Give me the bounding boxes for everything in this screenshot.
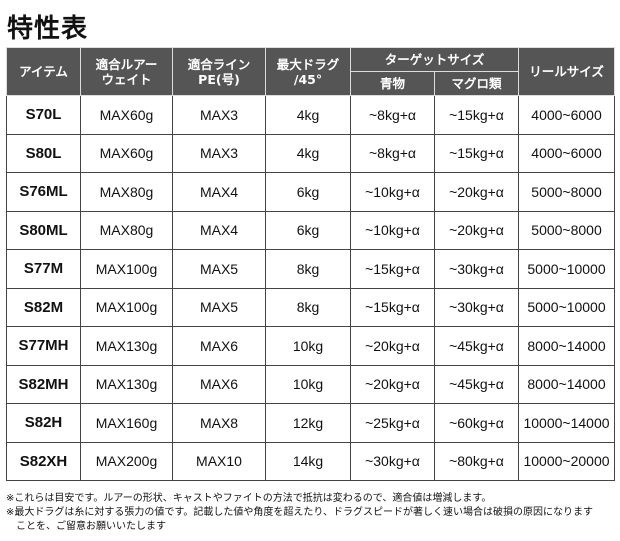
table-row: S80L MAX60g MAX3 4kg ~8kg+α ~15kg+α 4000~6000 — [6, 133, 616, 173]
table-cell: MAX60g — [80, 133, 173, 173]
page-title: 特性表 — [7, 14, 89, 44]
table-cell: MAX3 — [172, 133, 266, 173]
table-cell: S82M — [6, 287, 81, 327]
table-cell: MAX6 — [172, 364, 266, 404]
table-cell: ~45kg+α — [433, 326, 520, 366]
table-cell: 10kg — [265, 364, 351, 404]
table-cell: MAX80g — [80, 210, 173, 250]
table-cell: 8000~14000 — [518, 326, 616, 366]
table-cell: 5000~10000 — [518, 249, 616, 289]
table-cell: 8kg — [265, 287, 351, 327]
table-cell: ~15kg+α — [350, 287, 435, 327]
table-row: S76ML MAX80g MAX4 6kg ~10kg+α ~20kg+α 5000~800… — [6, 172, 616, 212]
table-cell: MAX160g — [80, 403, 173, 443]
table-row: S82H MAX160g MAX8 12kg ~25kg+α ~60kg+α 10000~1… — [6, 403, 616, 443]
table-cell: ~10kg+α — [350, 172, 435, 212]
table-cell: ~20kg+α — [350, 364, 435, 404]
note-2: ※最大ドラグは糸に対する張力の値です。記載した値や角度を超えたり、ドラグスピード… — [6, 507, 593, 518]
header-reel-size: リールサイズ — [518, 47, 616, 96]
table-cell: MAX10 — [172, 441, 266, 481]
table-cell: MAX80g — [80, 172, 173, 212]
header-aomono: 青物 — [350, 71, 435, 96]
table-cell: ~80kg+α — [433, 441, 520, 481]
table-cell: MAX5 — [172, 249, 266, 289]
table-cell: MAX4 — [172, 210, 266, 250]
table-cell: ~60kg+α — [433, 403, 520, 443]
table-cell: S80ML — [6, 210, 81, 250]
table-cell: ~30kg+α — [433, 249, 520, 289]
header-maguro: マグロ類 — [433, 71, 520, 96]
table-cell: S82XH — [6, 441, 81, 481]
table-cell: 10kg — [265, 326, 351, 366]
header-drag: 最大ドラグ/45° — [265, 47, 351, 96]
table-cell: ~25kg+α — [350, 403, 435, 443]
table-row: S80ML MAX80g MAX4 6kg ~10kg+α ~20kg+α 5000~800… — [6, 210, 616, 250]
table-cell: MAX100g — [80, 287, 173, 327]
table-cell: S80L — [6, 133, 81, 173]
table-cell: MAX6 — [172, 326, 266, 366]
table-cell: ~8kg+α — [350, 95, 435, 135]
header-item: アイテム — [6, 47, 81, 96]
table-cell: MAX100g — [80, 249, 173, 289]
table-cell: 5000~10000 — [518, 287, 616, 327]
spec-table: アイテム 適合ルアー ウェイト 適合ライン PE(号) 最大ドラグ/45° ターゲッ… — [6, 47, 616, 481]
header-target-size: ターゲットサイズ — [349, 47, 520, 72]
table-cell: ~20kg+α — [433, 210, 520, 250]
header-line: 適合ライン PE(号) — [172, 47, 266, 96]
table-row: S82M MAX100g MAX5 8kg ~15kg+α ~30kg+α 5000~100… — [6, 287, 616, 327]
table-cell: ~20kg+α — [350, 326, 435, 366]
table-cell: 6kg — [265, 210, 351, 250]
table-cell: MAX8 — [172, 403, 266, 443]
table-cell: ~10kg+α — [350, 210, 435, 250]
table-cell: MAX5 — [172, 287, 266, 327]
table-cell: 10000~14000 — [518, 403, 616, 443]
table-cell: 10000~20000 — [518, 441, 616, 481]
table-cell: 5000~8000 — [518, 172, 616, 212]
table-cell: 5000~8000 — [518, 210, 616, 250]
table-cell: ~15kg+α — [350, 249, 435, 289]
table-cell: 12kg — [265, 403, 351, 443]
table-row: S70L MAX60g MAX3 4kg ~8kg+α ~15kg+α 4000~6000 — [6, 95, 616, 135]
table-cell: MAX60g — [80, 95, 173, 135]
table-cell: ~30kg+α — [350, 441, 435, 481]
table-cell: 14kg — [265, 441, 351, 481]
table-cell: 4000~6000 — [518, 133, 616, 173]
note-1: ※これらは目安です。ルアーの形状、キャストやファイトの方法で抵抗は変わるので、適… — [6, 493, 492, 504]
table-cell: S77M — [6, 249, 81, 289]
table-cell: ~20kg+α — [433, 172, 520, 212]
note-3: ことを、ご留意お願いいたします — [6, 521, 166, 532]
table-row: S82XH MAX200g MAX10 14kg ~30kg+α ~80kg+α 10000… — [6, 441, 616, 481]
table-cell: MAX3 — [172, 95, 266, 135]
table-cell: S82MH — [6, 364, 81, 404]
header-lure-weight: 適合ルアー ウェイト — [80, 47, 173, 96]
table-cell: MAX200g — [80, 441, 173, 481]
table-row: S77M MAX100g MAX5 8kg ~15kg+α ~30kg+α 5000~100… — [6, 249, 616, 289]
table-cell: 6kg — [265, 172, 351, 212]
table-cell: 8kg — [265, 249, 351, 289]
table-cell: 4kg — [265, 133, 351, 173]
table-cell: MAX130g — [80, 326, 173, 366]
table-cell: ~30kg+α — [433, 287, 520, 327]
table-cell: MAX130g — [80, 364, 173, 404]
table-cell: 4kg — [265, 95, 351, 135]
table-cell: ~15kg+α — [433, 133, 520, 173]
table-cell: S82H — [6, 403, 81, 443]
table-row: S77MH MAX130g MAX6 10kg ~20kg+α ~45kg+α 8000~1… — [6, 326, 616, 366]
table-cell: ~8kg+α — [350, 133, 435, 173]
table-cell: 4000~6000 — [518, 95, 616, 135]
table-cell: S77MH — [6, 326, 81, 366]
table-cell: 8000~14000 — [518, 364, 616, 404]
table-row: S82MH MAX130g MAX6 10kg ~20kg+α ~45kg+α 8000~1… — [6, 364, 616, 404]
table-cell: S70L — [6, 95, 81, 135]
table-cell: MAX4 — [172, 172, 266, 212]
table-cell: ~15kg+α — [433, 95, 520, 135]
table-cell: S76ML — [6, 172, 81, 212]
table-cell: ~45kg+α — [433, 364, 520, 404]
